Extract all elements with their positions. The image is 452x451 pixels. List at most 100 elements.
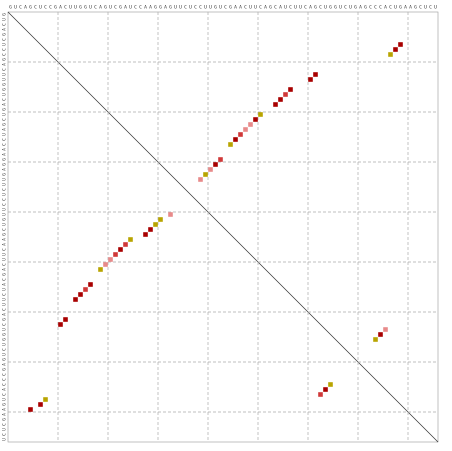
sequence-letter-top: U [14,5,17,11]
sequence-letter-left: U [2,18,8,21]
sequence-letter-top: U [284,5,287,11]
sequence-letter-top: G [269,5,272,11]
dot [153,222,158,227]
sequence-letter-left: C [2,263,8,266]
dot [143,232,148,237]
dot [228,142,233,147]
sequence-letter-left: U [2,253,8,256]
sequence-letter-left: C [2,188,8,191]
dot [203,172,208,177]
sequence-letter-top: U [339,5,342,11]
sequence-letter-left: U [2,343,8,346]
sequence-letter-left: C [2,433,8,436]
sequence-letter-top: C [379,5,382,11]
sequence-letter-top: G [54,5,57,11]
sequence-letter-top: G [84,5,87,11]
sequence-letter-top: A [99,5,102,11]
sequence-letter-left: G [2,318,8,321]
sequence-letter-top: C [94,5,97,11]
dot [253,117,258,122]
sequence-letter-top: U [204,5,207,11]
sequence-letter-left: U [2,398,8,401]
sequence-letter-left: G [2,403,8,406]
sequence-letter-left: G [2,88,8,91]
dot [108,257,113,262]
sequence-letter-top: U [349,5,352,11]
sequence-letter-left: G [2,358,8,361]
sequence-letter-left: A [2,283,8,286]
sequence-letter-left: U [2,73,8,76]
sequence-letter-top: C [199,5,202,11]
sequence-letter-top: C [369,5,372,11]
sequence-letter-left: C [2,23,8,26]
sequence-letter-left: C [2,228,8,231]
sequence-letter-top: C [389,5,392,11]
sequence-letter-left: C [2,118,8,121]
dot [118,247,123,252]
sequence-letter-left: G [2,368,8,371]
dot [233,137,238,142]
sequence-letter-top: A [59,5,62,11]
sequence-letter-left: U [2,183,8,186]
sequence-letter-top: C [49,5,52,11]
sequence-letter-top: U [174,5,177,11]
sequence-letter-left: C [2,293,8,296]
sequence-letter-left: A [2,63,8,66]
sequence-letter-top: C [374,5,377,11]
sequence-letter-top: G [159,5,162,11]
sequence-letter-top: C [344,5,347,11]
sequence-letter-top: U [89,5,92,11]
sequence-letter-left: A [2,363,8,366]
dot [323,387,328,392]
sequence-letter-top: U [254,5,257,11]
sequence-letter-left: C [2,423,8,426]
sequence-letter-left: G [2,13,8,16]
sequence-letter-top: A [409,5,412,11]
sequence-letter-top: A [149,5,152,11]
dot [243,127,248,132]
dot [158,217,163,222]
sequence-letter-left: A [2,128,8,131]
sequence-letter-top: A [359,5,362,11]
sequence-letter-left: G [2,173,8,176]
sequence-letter-top: C [244,5,247,11]
sequence-letter-top: G [334,5,337,11]
sequence-letter-left: U [2,298,8,301]
sequence-letter-left: U [2,258,8,261]
dot [63,317,68,322]
sequence-letter-left: U [2,288,8,291]
sequence-letter-top: G [79,5,82,11]
dot [168,212,173,217]
sequence-letter-left: C [2,98,8,101]
sequence-letter-top: U [324,5,327,11]
sequence-letter-left: A [2,413,8,416]
sequence-letter-left: G [2,418,8,421]
dot [388,52,393,57]
dot [58,322,63,327]
sequence-letter-top: C [19,5,22,11]
sequence-letter-left: U [2,328,8,331]
sequence-letter-left: U [2,353,8,356]
sequence-letter-top: C [319,5,322,11]
dot [213,162,218,167]
sequence-letter-left: C [2,248,8,251]
sequence-letter-left: A [2,268,8,271]
dot [148,227,153,232]
sequence-letter-top: C [184,5,187,11]
dot [38,402,43,407]
sequence-letter-top: G [399,5,402,11]
sequence-letter-top: C [274,5,277,11]
sequence-letter-top: G [29,5,32,11]
sequence-letter-top: C [289,5,292,11]
sequence-letter-top: U [129,5,132,11]
sequence-letter-top: C [429,5,432,11]
sequence-letter-left: A [2,103,8,106]
sequence-letter-left: U [2,178,8,181]
sequence-letter-left: U [2,113,8,116]
sequence-letter-left: U [2,133,8,136]
sequence-letter-top: U [219,5,222,11]
dot [83,287,88,292]
dot [383,327,388,332]
sequence-letter-top: U [39,5,42,11]
sequence-letter-left: A [2,28,8,31]
